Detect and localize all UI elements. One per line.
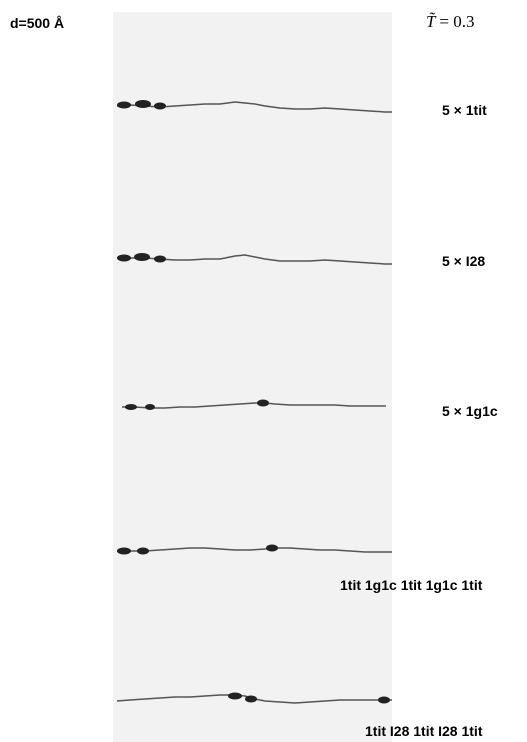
protein-cluster (378, 696, 390, 704)
row-label: 1tit I28 1tit I28 1tit (365, 723, 483, 739)
simulation-strip (113, 12, 392, 742)
chain-row-4 (117, 544, 392, 555)
temperature-symbol: T̃ (426, 12, 436, 31)
chain-row-3 (122, 399, 386, 410)
temperature-label: T̃ = 0.3 (426, 12, 475, 32)
protein-cluster (266, 544, 278, 552)
protein-cluster (117, 547, 131, 555)
protein-cluster (135, 100, 151, 108)
protein-cluster (125, 404, 137, 410)
chain-row-2 (117, 253, 392, 265)
protein-cluster (257, 399, 269, 407)
temperature-value: = 0.3 (439, 12, 475, 31)
protein-cluster (134, 253, 150, 261)
scale-label: d=500 Å (10, 15, 65, 31)
row-label: 5 × 1tit (442, 102, 487, 118)
protein-cluster (117, 101, 131, 109)
protein-cluster (145, 404, 155, 410)
protein-cluster (154, 255, 166, 263)
chain-row-5 (116, 692, 392, 704)
chain-line (117, 547, 392, 553)
protein-cluster (245, 695, 257, 703)
chain-line (122, 402, 386, 409)
protein-cluster (117, 254, 131, 262)
chain-row-1 (116, 100, 392, 113)
row-label: 5 × 1g1c (442, 403, 498, 419)
protein-cluster (154, 102, 166, 110)
protein-cluster (228, 692, 242, 700)
protein-cluster (137, 547, 149, 555)
row-label: 1tit 1g1c 1tit 1g1c 1tit (340, 577, 483, 593)
row-label: 5 × I28 (442, 253, 486, 269)
